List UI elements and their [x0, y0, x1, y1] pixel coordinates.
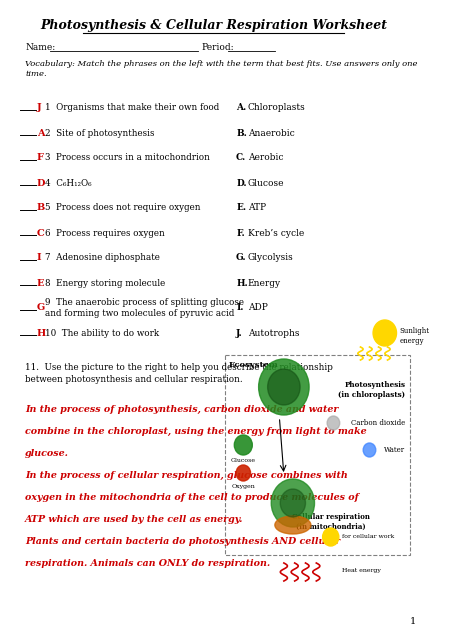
Text: Kreb’s cycle: Kreb’s cycle [248, 229, 304, 238]
Circle shape [234, 435, 252, 455]
Text: Glu-
cose: Glu- cose [237, 440, 249, 451]
Text: glucose.: glucose. [25, 449, 69, 458]
Text: H: H [37, 329, 46, 337]
Text: 3  Process occurs in a mitochondrion: 3 Process occurs in a mitochondrion [45, 154, 210, 162]
Text: 11.  Use the picture to the right to help you describe the relationship
between : 11. Use the picture to the right to help… [25, 363, 333, 384]
Text: 2  Site of photosynthesis: 2 Site of photosynthesis [45, 128, 155, 138]
Circle shape [259, 359, 309, 415]
Text: Ecosystem: Ecosystem [229, 361, 279, 369]
Text: Oxygen: Oxygen [231, 484, 255, 489]
Text: ATP: ATP [248, 204, 266, 212]
Text: 1: 1 [410, 617, 416, 626]
Text: Plants and certain bacteria do photosynthesis AND cellular: Plants and certain bacteria do photosynt… [25, 537, 340, 546]
Text: 10  The ability to do work: 10 The ability to do work [45, 329, 159, 337]
Circle shape [268, 369, 300, 405]
Text: Period:: Period: [201, 44, 234, 52]
Text: 4  C₆H₁₂O₆: 4 C₆H₁₂O₆ [45, 178, 91, 188]
Text: Energy: Energy [248, 279, 281, 288]
Text: I: I [37, 253, 42, 262]
Ellipse shape [275, 516, 311, 534]
Text: H.: H. [236, 279, 248, 288]
Text: E.: E. [236, 204, 246, 212]
Text: Photosynthesis & Cellular Respiration Worksheet: Photosynthesis & Cellular Respiration Wo… [40, 18, 387, 32]
Text: 8  Energy storing molecule: 8 Energy storing molecule [45, 279, 165, 288]
Text: Chloroplasts: Chloroplasts [248, 104, 306, 112]
Text: Glucose: Glucose [248, 178, 284, 188]
Circle shape [373, 320, 397, 346]
Text: C.: C. [236, 154, 246, 162]
Circle shape [327, 416, 340, 430]
Text: I.: I. [236, 303, 244, 312]
Text: 6  Process requires oxygen: 6 Process requires oxygen [45, 229, 165, 238]
Text: F: F [37, 154, 44, 162]
Text: 1  Organisms that make their own food: 1 Organisms that make their own food [45, 104, 219, 112]
Text: for cellular work: for cellular work [342, 535, 394, 540]
Circle shape [323, 528, 339, 546]
Text: Heat energy: Heat energy [342, 568, 381, 573]
Text: B.: B. [236, 128, 247, 138]
Text: Name:: Name: [25, 44, 55, 52]
Circle shape [363, 443, 376, 457]
Text: E: E [37, 279, 45, 288]
Text: B: B [37, 204, 45, 212]
Text: Vocabulary: Match the phrases on the left with the term that best fits. Use answ: Vocabulary: Match the phrases on the lef… [25, 60, 418, 78]
Text: Glycolysis: Glycolysis [248, 253, 293, 262]
Text: In the process of photosynthesis, carbon dioxide and water: In the process of photosynthesis, carbon… [25, 405, 338, 414]
Circle shape [236, 465, 251, 481]
Circle shape [271, 479, 315, 527]
Text: 7  Adenosine diphosphate: 7 Adenosine diphosphate [45, 253, 160, 262]
Text: G.: G. [236, 253, 247, 262]
Text: ATP which are used by the cell as energy.: ATP which are used by the cell as energy… [25, 515, 244, 524]
Text: In the process of cellular respiration, glucose combines with: In the process of cellular respiration, … [25, 471, 348, 480]
Bar [225, 355, 410, 555]
Text: G: G [37, 303, 45, 312]
Text: Sunlight
energy: Sunlight energy [399, 327, 429, 345]
Circle shape [280, 489, 306, 517]
Text: Anaerobic: Anaerobic [248, 128, 294, 138]
Text: ATP: ATP [324, 535, 337, 540]
Text: oxygen in the mitochondria of the cell to produce molecules of: oxygen in the mitochondria of the cell t… [25, 493, 359, 502]
Text: D: D [37, 178, 46, 188]
Text: respiration. Animals can ONLY do respiration.: respiration. Animals can ONLY do respira… [25, 559, 270, 568]
Text: ADP: ADP [248, 303, 268, 312]
Text: Photosynthesis
(in chloroplasts): Photosynthesis (in chloroplasts) [338, 381, 406, 399]
Text: 5  Process does not require oxygen: 5 Process does not require oxygen [45, 204, 201, 212]
Text: Water: Water [384, 446, 406, 454]
Text: C: C [37, 229, 45, 238]
Text: J: J [37, 104, 42, 112]
Text: combine in the chloroplast, using the energy from light to make: combine in the chloroplast, using the en… [25, 427, 367, 436]
Text: D.: D. [236, 178, 247, 188]
Text: Carbon dioxide: Carbon dioxide [351, 419, 406, 427]
Text: Glucose: Glucose [231, 458, 256, 463]
Text: Aerobic: Aerobic [248, 154, 283, 162]
Text: F.: F. [236, 229, 245, 238]
Text: A.: A. [236, 104, 246, 112]
Text: J.: J. [236, 329, 243, 337]
Text: Autotrophs: Autotrophs [248, 329, 299, 337]
Text: 9  The anaerobic process of splitting glucose
and forming two molecules of pyruv: 9 The anaerobic process of splitting glu… [45, 298, 244, 319]
Text: Cellular respiration
(in mitochondria): Cellular respiration (in mitochondria) [292, 513, 370, 531]
Text: A: A [37, 128, 45, 138]
